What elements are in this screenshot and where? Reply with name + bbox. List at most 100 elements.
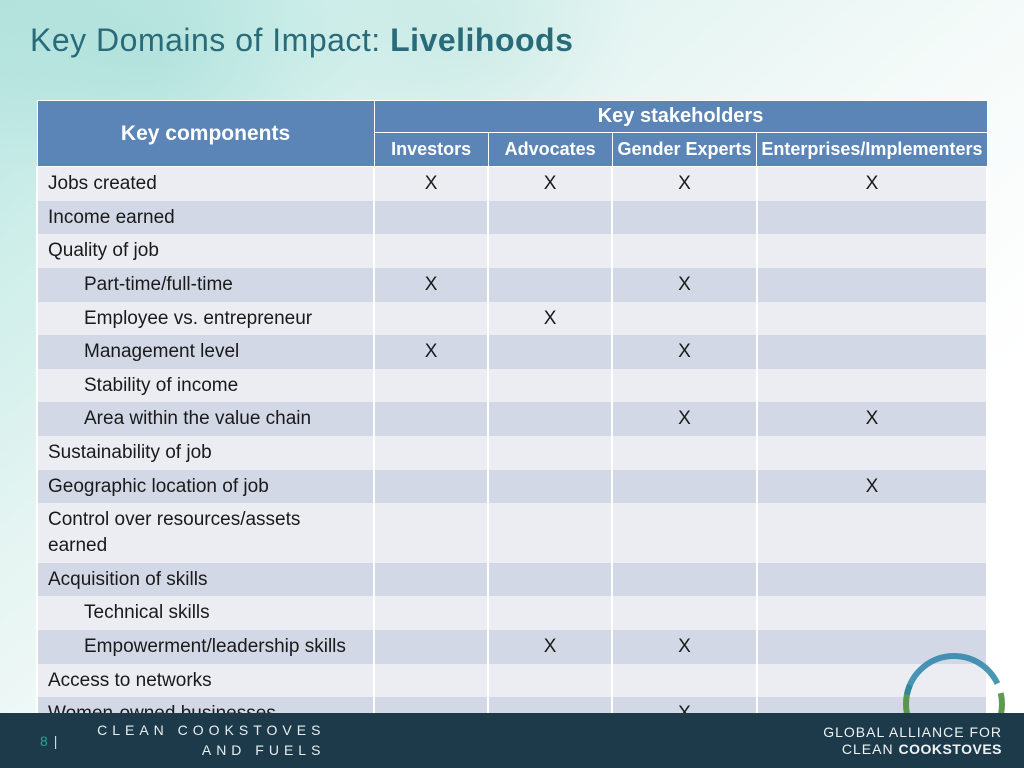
cell-mark: X [612, 268, 757, 302]
table-row: Quality of job [37, 234, 987, 268]
table-row: Acquisition of skills [37, 563, 987, 597]
table-row: Geographic location of job X [37, 470, 987, 504]
cell-mark [374, 436, 488, 470]
cell-mark: X [488, 630, 612, 664]
header-stakeholder-1: Advocates [488, 133, 612, 167]
page-title: Key Domains of Impact: Livelihoods [30, 22, 573, 59]
cell-mark [374, 563, 488, 597]
header-stakeholder-0: Investors [374, 133, 488, 167]
header-stakeholder-3: Enterprises/Implementers [757, 133, 987, 167]
table-row: Access to networks [37, 664, 987, 698]
cell-mark [612, 369, 757, 403]
cell-mark [374, 503, 488, 562]
footer-bar: 8 | CLEAN COOKSTOVES AND FUELS GLOBAL AL… [0, 713, 1024, 768]
cell-mark: X [757, 470, 987, 504]
cell-mark: X [612, 335, 757, 369]
cell-mark [374, 630, 488, 664]
table-row: Jobs createdXXXX [37, 167, 987, 201]
cell-mark [757, 630, 987, 664]
cell-mark [757, 664, 987, 698]
cell-mark [757, 201, 987, 235]
cell-mark [488, 268, 612, 302]
cell-mark [612, 503, 757, 562]
cell-mark [488, 664, 612, 698]
cell-mark [488, 234, 612, 268]
table-body: Jobs createdXXXXIncome earnedQuality of … [37, 167, 987, 731]
cell-mark [757, 563, 987, 597]
slide: Key Domains of Impact: Livelihoods Key c… [0, 0, 1024, 768]
table-row: Income earned [37, 201, 987, 235]
cell-mark [612, 436, 757, 470]
cell-mark: X [488, 302, 612, 336]
cell-mark [374, 470, 488, 504]
cell-mark [757, 503, 987, 562]
cell-mark [612, 234, 757, 268]
table-row: Stability of income [37, 369, 987, 403]
cell-mark [374, 302, 488, 336]
table-row: Control over resources/assets earned [37, 503, 987, 562]
table-row: Empowerment/leadership skills XX [37, 630, 987, 664]
cell-mark [757, 436, 987, 470]
row-label: Area within the value chain [37, 402, 374, 436]
row-label: Income earned [37, 201, 374, 235]
row-label: Empowerment/leadership skills [37, 630, 374, 664]
table-row: Part-time/full-timeXX [37, 268, 987, 302]
cell-mark [612, 563, 757, 597]
org-line2-bold: COOKSTOVES [898, 741, 1002, 757]
cell-mark [374, 201, 488, 235]
page-number: 8 [40, 733, 48, 749]
table-head: Key components Key stakeholders Investor… [37, 101, 987, 167]
footer-tagline: CLEAN COOKSTOVES AND FUELS [65, 721, 325, 760]
cell-mark: X [757, 167, 987, 201]
table-row: Management levelXX [37, 335, 987, 369]
cell-mark [612, 201, 757, 235]
row-label: Access to networks [37, 664, 374, 698]
row-label: Quality of job [37, 234, 374, 268]
cell-mark [488, 369, 612, 403]
cell-mark [612, 664, 757, 698]
cell-mark [374, 369, 488, 403]
row-label: Part-time/full-time [37, 268, 374, 302]
row-label: Employee vs. entrepreneur [37, 302, 374, 336]
cell-mark [374, 596, 488, 630]
org-line1: GLOBAL ALLIANCE FOR [823, 724, 1002, 741]
row-label: Technical skills [37, 596, 374, 630]
stakeholder-table: Key components Key stakeholders Investor… [36, 100, 988, 731]
table-row: Area within the value chain XX [37, 402, 987, 436]
cell-mark: X [488, 167, 612, 201]
cell-mark: X [612, 630, 757, 664]
header-row-1: Key components Key stakeholders [37, 101, 987, 133]
cell-mark: X [374, 268, 488, 302]
cell-mark [757, 234, 987, 268]
title-bold: Livelihoods [390, 22, 573, 58]
cell-mark [612, 470, 757, 504]
cell-mark: X [757, 402, 987, 436]
title-prefix: Key Domains of Impact: [30, 22, 390, 58]
table-row: Sustainability of job [37, 436, 987, 470]
row-label: Management level [37, 335, 374, 369]
cell-mark [374, 402, 488, 436]
cell-mark [757, 302, 987, 336]
row-label: Stability of income [37, 369, 374, 403]
footer-separator: | [54, 733, 58, 749]
cell-mark [488, 436, 612, 470]
row-label: Sustainability of job [37, 436, 374, 470]
org-line2-prefix: CLEAN [842, 741, 899, 757]
cell-mark [757, 596, 987, 630]
cell-mark: X [374, 335, 488, 369]
cell-mark: X [612, 167, 757, 201]
header-key-components: Key components [37, 101, 374, 167]
row-label: Geographic location of job [37, 470, 374, 504]
cell-mark [488, 596, 612, 630]
stakeholder-table-wrap: Key components Key stakeholders Investor… [36, 100, 988, 731]
cell-mark: X [612, 402, 757, 436]
cell-mark [757, 369, 987, 403]
row-label: Acquisition of skills [37, 563, 374, 597]
table-row: Technical skills [37, 596, 987, 630]
cell-mark [374, 664, 488, 698]
cell-mark [612, 596, 757, 630]
cell-mark [488, 201, 612, 235]
cell-mark [488, 402, 612, 436]
cell-mark [757, 268, 987, 302]
footer-org: GLOBAL ALLIANCE FOR CLEAN COOKSTOVES [823, 724, 1002, 758]
